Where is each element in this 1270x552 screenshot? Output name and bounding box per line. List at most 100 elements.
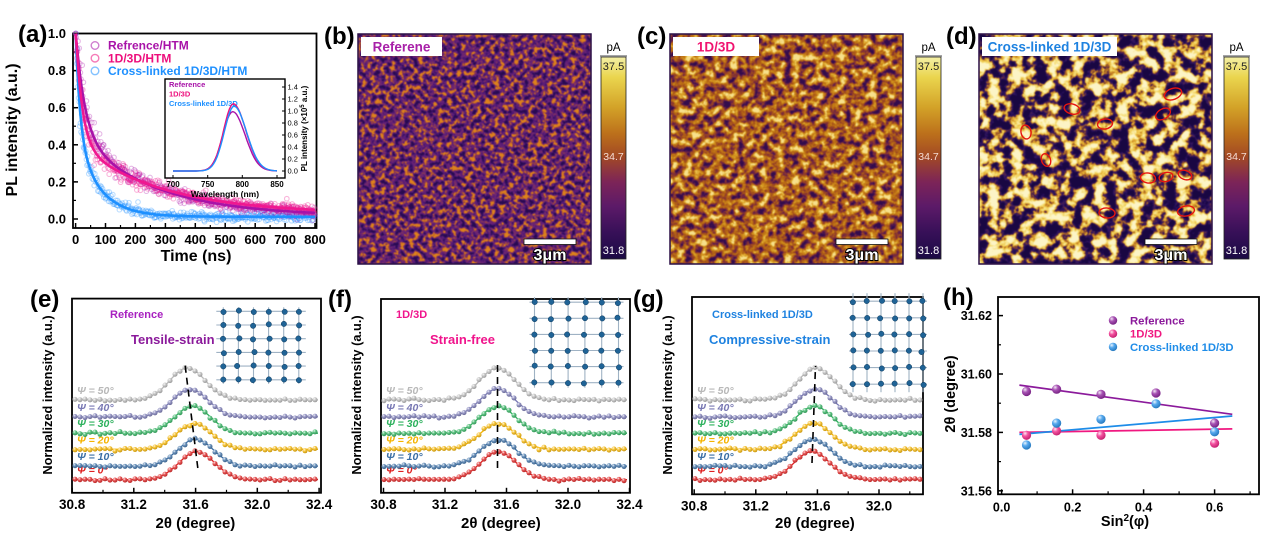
svg-text:pA: pA — [921, 42, 935, 54]
svg-text:1D/3D: 1D/3D — [1130, 329, 1162, 341]
svg-text:31.8: 31.8 — [603, 245, 624, 257]
svg-text:31.8: 31.8 — [918, 245, 939, 257]
svg-text:600: 600 — [244, 232, 266, 247]
svg-text:0.0: 0.0 — [48, 212, 66, 227]
svg-text:1D/3D: 1D/3D — [396, 309, 427, 321]
svg-text:Referene: Referene — [373, 40, 431, 55]
svg-text:30.8: 30.8 — [681, 498, 708, 513]
svg-text:(g): (g) — [633, 286, 664, 313]
svg-text:500: 500 — [214, 232, 236, 247]
svg-text:Ψ = 30°: Ψ = 30° — [386, 418, 423, 430]
svg-text:Ψ = 50°: Ψ = 50° — [77, 385, 114, 397]
svg-text:Ψ = 20°: Ψ = 20° — [77, 434, 114, 446]
svg-text:37.5: 37.5 — [1226, 61, 1247, 73]
svg-text:Tensile-strain: Tensile-strain — [131, 332, 215, 347]
svg-text:0.4: 0.4 — [288, 143, 298, 152]
svg-text:Cross-linked 1D/3D: Cross-linked 1D/3D — [712, 309, 813, 321]
svg-text:Compressive-strain: Compressive-strain — [709, 332, 830, 347]
svg-text:Ψ = 10°: Ψ = 10° — [77, 451, 114, 463]
svg-text:Cross-linked 1D/3D: Cross-linked 1D/3D — [988, 40, 1112, 55]
svg-text:(e): (e) — [30, 286, 59, 313]
svg-text:31.56: 31.56 — [961, 484, 992, 498]
svg-text:0.6: 0.6 — [1206, 500, 1223, 514]
svg-text:0.2: 0.2 — [48, 174, 66, 189]
svg-text:Ψ = 30°: Ψ = 30° — [77, 418, 114, 430]
svg-text:Cross-linked 1D/3D: Cross-linked 1D/3D — [1130, 342, 1234, 354]
svg-text:0.6: 0.6 — [48, 100, 66, 115]
svg-text:200: 200 — [125, 232, 147, 247]
svg-text:34.7: 34.7 — [1226, 151, 1247, 163]
svg-text:1D/3D/HTM: 1D/3D/HTM — [108, 51, 171, 65]
svg-text:pA: pA — [606, 42, 620, 54]
svg-text:Ψ = 40°: Ψ = 40° — [77, 402, 114, 414]
svg-text:800: 800 — [236, 180, 250, 189]
svg-text:31.2: 31.2 — [121, 497, 147, 512]
svg-text:Wavelength (nm): Wavelength (nm) — [191, 189, 259, 199]
svg-text:0.2: 0.2 — [1064, 500, 1081, 514]
svg-text:Ψ = 20°: Ψ = 20° — [697, 434, 734, 446]
svg-text:3μm: 3μm — [1155, 247, 1188, 264]
svg-text:1.0: 1.0 — [288, 107, 298, 116]
svg-text:37.5: 37.5 — [603, 61, 624, 73]
svg-text:30.8: 30.8 — [370, 497, 397, 512]
svg-text:(h): (h) — [943, 284, 974, 311]
svg-text:Ψ = 50°: Ψ = 50° — [697, 385, 734, 397]
svg-text:Ψ = 40°: Ψ = 40° — [386, 402, 423, 414]
svg-text:Refrence/HTM: Refrence/HTM — [108, 39, 189, 53]
svg-text:1D/3D: 1D/3D — [169, 90, 191, 99]
svg-text:Normalized intensity (a.u.): Normalized intensity (a.u.) — [349, 315, 364, 474]
svg-text:32.4: 32.4 — [616, 497, 643, 512]
svg-text:PL intensity (×105 a.u.): PL intensity (×105 a.u.) — [300, 85, 309, 171]
svg-text:1.2: 1.2 — [288, 95, 298, 104]
svg-text:31.62: 31.62 — [961, 309, 992, 323]
svg-text:31.6: 31.6 — [493, 497, 520, 512]
svg-text:800: 800 — [304, 232, 326, 247]
svg-text:37.5: 37.5 — [918, 61, 939, 73]
svg-text:(d): (d) — [946, 23, 977, 50]
svg-text:Ψ = 10°: Ψ = 10° — [386, 451, 423, 463]
svg-text:31.8: 31.8 — [1226, 245, 1247, 257]
svg-text:1.4: 1.4 — [288, 83, 298, 92]
svg-text:700: 700 — [166, 180, 180, 189]
svg-text:32.0: 32.0 — [866, 498, 892, 513]
svg-text:Ψ = 20°: Ψ = 20° — [386, 434, 423, 446]
svg-text:PL intensity (a.u.): PL intensity (a.u.) — [4, 63, 21, 196]
svg-text:31.2: 31.2 — [743, 498, 769, 513]
svg-text:(a): (a) — [18, 21, 47, 48]
svg-text:34.7: 34.7 — [918, 151, 939, 163]
svg-text:2θ (degree): 2θ (degree) — [461, 515, 541, 532]
svg-text:0.8: 0.8 — [288, 119, 298, 128]
svg-text:Ψ = 40°: Ψ = 40° — [697, 402, 734, 414]
svg-text:1.0: 1.0 — [48, 26, 66, 41]
svg-text:Cross-linked 1D/3D/HTM: Cross-linked 1D/3D/HTM — [108, 64, 247, 78]
svg-text:0.0: 0.0 — [993, 500, 1010, 514]
svg-text:Ψ = 30°: Ψ = 30° — [697, 418, 734, 430]
svg-text:Cross-linked 1D/3D: Cross-linked 1D/3D — [169, 99, 238, 108]
svg-text:3μm: 3μm — [534, 247, 567, 264]
svg-text:2θ (degree): 2θ (degree) — [775, 515, 855, 532]
svg-text:0.6: 0.6 — [288, 131, 298, 140]
svg-text:Time (ns): Time (ns) — [161, 248, 232, 265]
svg-text:pA: pA — [1229, 42, 1243, 54]
svg-text:0.4: 0.4 — [48, 137, 67, 152]
svg-text:2θ (degree): 2θ (degree) — [943, 355, 959, 432]
svg-text:0.2: 0.2 — [288, 155, 298, 164]
svg-text:1D/3D: 1D/3D — [697, 40, 736, 55]
svg-text:Normalized intensity (a.u.): Normalized intensity (a.u.) — [40, 315, 55, 474]
svg-text:850: 850 — [270, 180, 284, 189]
svg-text:Reference: Reference — [1130, 316, 1185, 328]
svg-text:400: 400 — [184, 232, 206, 247]
svg-text:300: 300 — [155, 232, 177, 247]
svg-text:0.0: 0.0 — [288, 167, 298, 176]
svg-text:32.0: 32.0 — [555, 497, 581, 512]
svg-text:34.7: 34.7 — [603, 151, 624, 163]
svg-text:0.8: 0.8 — [48, 63, 66, 78]
svg-text:Reference: Reference — [169, 80, 205, 89]
svg-text:(c): (c) — [637, 23, 666, 50]
svg-text:30.8: 30.8 — [59, 497, 86, 512]
svg-text:Ψ = 10°: Ψ = 10° — [697, 451, 734, 463]
svg-text:700: 700 — [274, 232, 296, 247]
svg-text:32.0: 32.0 — [244, 497, 270, 512]
svg-text:0.4: 0.4 — [1135, 500, 1152, 514]
svg-text:Strain-free: Strain-free — [430, 332, 495, 347]
